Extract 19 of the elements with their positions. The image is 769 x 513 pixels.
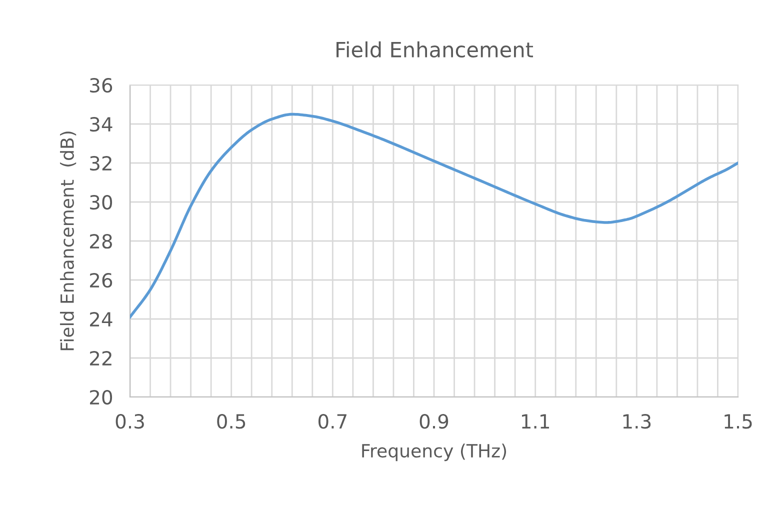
chart-title: Field Enhancement	[336, 41, 534, 58]
y-axis-title: Field Enhancement (dB)	[60, 132, 76, 350]
y-tick-label: 32	[90, 156, 112, 171]
x-tick-label: 0.3	[116, 414, 144, 429]
y-tick-label: 28	[90, 234, 112, 249]
x-tick-label: 0.5	[217, 414, 246, 429]
x-axis-title: Frequency (THz)	[362, 444, 506, 462]
y-tick-label: 30	[90, 194, 112, 210]
y-tick-label: 24	[90, 312, 112, 326]
y-tick-label: 22	[90, 350, 112, 366]
y-tick-label: 34	[90, 116, 112, 132]
x-tick-label: 0.7	[318, 414, 346, 429]
y-tick-label: 20	[90, 390, 112, 405]
x-tick-label: 1.1	[522, 414, 549, 428]
x-tick-label: 0.9	[420, 414, 448, 429]
x-tick-label: 1.5	[724, 414, 752, 429]
y-tick-label: 36	[90, 78, 112, 93]
x-tick-label: 1.3	[623, 414, 651, 429]
y-tick-label: 26	[90, 272, 112, 288]
